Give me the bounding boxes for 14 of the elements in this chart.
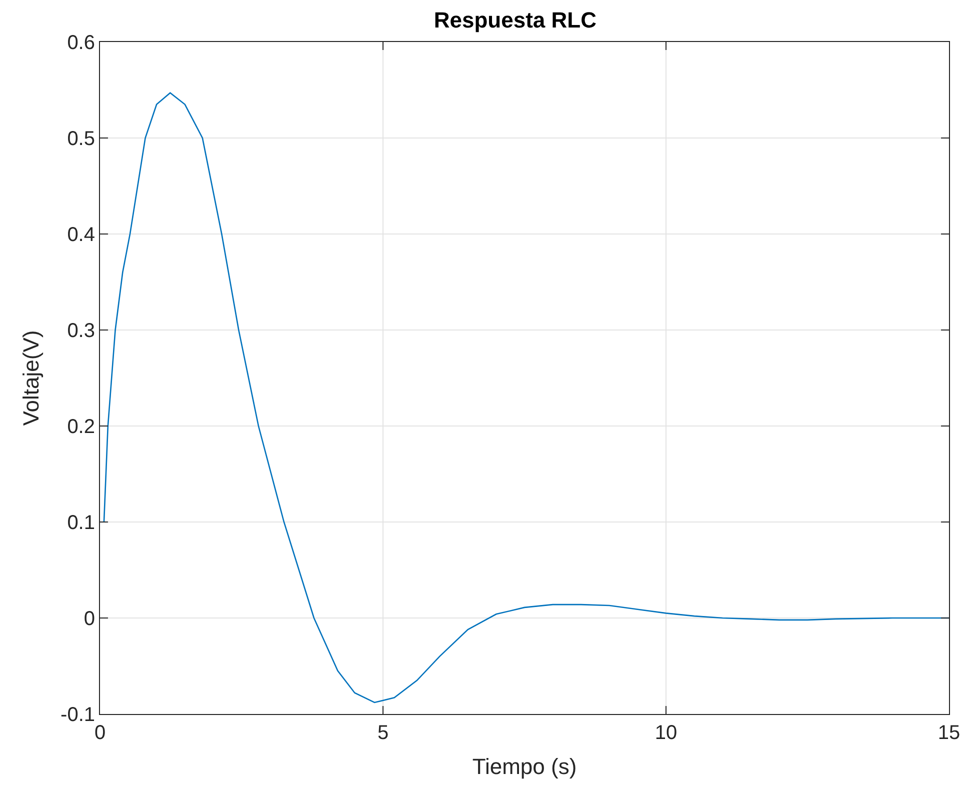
y-tick-label: 0.2	[67, 416, 95, 438]
y-tick-label: 0.6	[67, 32, 95, 54]
x-tick-label: 15	[938, 722, 960, 744]
y-tick-label: 0.5	[67, 128, 95, 150]
y-tick-label: 0	[84, 608, 95, 630]
y-tick-label: -0.1	[60, 704, 95, 726]
y-tick-label: 0.4	[67, 224, 95, 246]
x-axis-title: Tiempo (s)	[472, 754, 577, 779]
y-tick-label: 0.1	[67, 512, 95, 534]
x-tick-label: 5	[377, 722, 389, 744]
x-tick-label: 10	[654, 722, 678, 744]
y-tick-label: 0.3	[67, 320, 95, 342]
y-axis-title: Voltaje(V)	[18, 330, 44, 426]
chart-title: Respuesta RLC	[434, 7, 597, 32]
